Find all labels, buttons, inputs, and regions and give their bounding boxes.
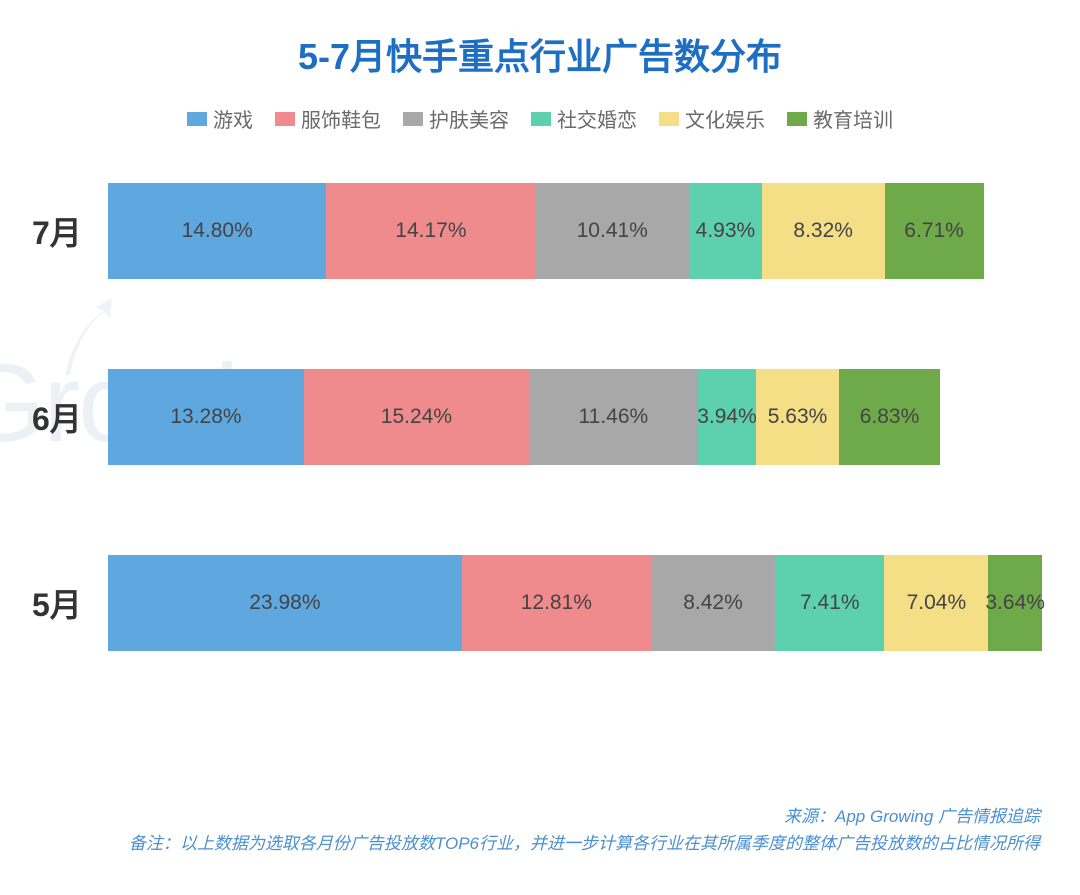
chart-title: 5-7月快手重点行业广告数分布 bbox=[0, 28, 1080, 80]
chart-container: 5-7月快手重点行业广告数分布 游戏 服饰鞋包 护肤美容 社交婚恋 文化娱乐 教育培训 7… bbox=[0, 0, 1080, 651]
segment-value: 10.41% bbox=[577, 219, 648, 243]
legend: 游戏 服饰鞋包 护肤美容 社交婚恋 文化娱乐 教育培训 bbox=[0, 104, 1080, 133]
row-label: 7月 bbox=[20, 208, 108, 254]
legend-label: 服饰鞋包 bbox=[301, 104, 381, 133]
bar-segment: 12.81% bbox=[462, 555, 651, 651]
bar-wrap: 13.28% 15.24% 11.46% 3.94% 5.63% 6.83% bbox=[108, 369, 1045, 465]
chart-row: 7月 14.80% 14.17% 10.41% 4.93% 8.32% 6.71% bbox=[20, 183, 1045, 279]
legend-item: 游戏 bbox=[187, 104, 253, 133]
bar-segment: 4.93% bbox=[689, 183, 762, 279]
segment-value: 7.04% bbox=[907, 591, 967, 615]
bar-segment: 14.80% bbox=[108, 183, 326, 279]
bar-segment: 15.24% bbox=[304, 369, 529, 465]
source-text: 来源：App Growing 广告情报追踪 bbox=[129, 803, 1040, 830]
legend-swatch bbox=[403, 112, 423, 126]
segment-value: 8.32% bbox=[793, 219, 853, 243]
bar-segment: 10.41% bbox=[535, 183, 689, 279]
legend-item: 教育培训 bbox=[787, 104, 893, 133]
segment-value: 13.28% bbox=[170, 405, 241, 429]
bar-segment: 11.46% bbox=[529, 369, 698, 465]
segment-value: 15.24% bbox=[381, 405, 452, 429]
bar-segment: 7.04% bbox=[884, 555, 988, 651]
legend-item: 护肤美容 bbox=[403, 104, 509, 133]
row-label: 6月 bbox=[20, 394, 108, 440]
segment-value: 12.81% bbox=[521, 591, 592, 615]
legend-label: 教育培训 bbox=[813, 104, 893, 133]
segment-value: 14.17% bbox=[395, 219, 466, 243]
segment-value: 11.46% bbox=[579, 405, 649, 429]
bar-segment: 8.32% bbox=[762, 183, 885, 279]
bar-segment: 3.94% bbox=[698, 369, 756, 465]
chart-area: 7月14.80%14.17%10.41%4.93%8.32%6.71%6月13.… bbox=[0, 183, 1080, 651]
segment-value: 4.93% bbox=[696, 219, 756, 243]
segment-value: 6.71% bbox=[904, 219, 964, 243]
legend-label: 护肤美容 bbox=[429, 104, 509, 133]
chart-footer: 来源：App Growing 广告情报追踪 备注：以上数据为选取各月份广告投放数… bbox=[129, 803, 1040, 857]
bar-wrap: 23.98% 12.81% 8.42% 7.41% 7.04% 3.64% bbox=[108, 555, 1045, 651]
row-label: 5月 bbox=[20, 580, 108, 626]
segment-value: 6.83% bbox=[860, 405, 920, 429]
legend-swatch bbox=[187, 112, 207, 126]
bar-segment: 14.17% bbox=[326, 183, 535, 279]
legend-item: 服饰鞋包 bbox=[275, 104, 381, 133]
segment-value: 8.42% bbox=[683, 591, 743, 615]
legend-item: 社交婚恋 bbox=[531, 104, 637, 133]
legend-swatch bbox=[531, 112, 551, 126]
legend-swatch bbox=[787, 112, 807, 126]
segment-value: 23.98% bbox=[249, 591, 320, 615]
bar-segment: 23.98% bbox=[108, 555, 462, 651]
bar-wrap: 14.80% 14.17% 10.41% 4.93% 8.32% 6.71% bbox=[108, 183, 1045, 279]
legend-swatch bbox=[659, 112, 679, 126]
legend-swatch bbox=[275, 112, 295, 126]
bar-segment: 13.28% bbox=[108, 369, 304, 465]
segment-value: 7.41% bbox=[800, 591, 860, 615]
bar-segment: 5.63% bbox=[756, 369, 839, 465]
legend-label: 社交婚恋 bbox=[557, 104, 637, 133]
bar-segment: 6.83% bbox=[839, 369, 940, 465]
chart-row: 6月 13.28% 15.24% 11.46% 3.94% 5.63% 6.83% bbox=[20, 369, 1045, 465]
legend-label: 文化娱乐 bbox=[685, 104, 765, 133]
bar-segment: 6.71% bbox=[885, 183, 984, 279]
segment-value: 5.63% bbox=[768, 405, 828, 429]
chart-row: 5月 23.98% 12.81% 8.42% 7.41% 7.04% 3.64% bbox=[20, 555, 1045, 651]
segment-value: 3.64% bbox=[985, 591, 1045, 615]
legend-item: 文化娱乐 bbox=[659, 104, 765, 133]
bar-segment: 3.64% bbox=[988, 555, 1042, 651]
note-text: 备注：以上数据为选取各月份广告投放数TOP6行业，并进一步计算各行业在其所属季度… bbox=[129, 830, 1040, 857]
segment-value: 3.94% bbox=[697, 405, 757, 429]
bar-segment: 7.41% bbox=[775, 555, 884, 651]
bar-segment: 8.42% bbox=[651, 555, 775, 651]
legend-label: 游戏 bbox=[213, 104, 253, 133]
segment-value: 14.80% bbox=[182, 219, 253, 243]
